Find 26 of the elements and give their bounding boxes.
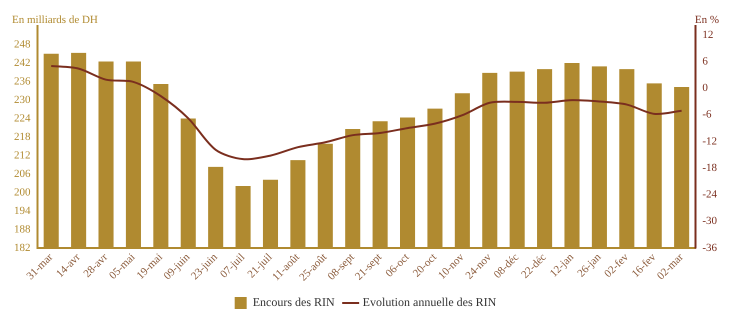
- y2-tick-label: -36: [702, 242, 718, 254]
- y-tick-label: 230: [14, 94, 31, 106]
- y-tick-label: 188: [14, 223, 31, 236]
- y-tick-label: 218: [14, 130, 31, 143]
- y-tick-label: 224: [14, 112, 31, 124]
- y-tick-label: 200: [14, 186, 31, 198]
- y2-tick-label: -6: [702, 108, 712, 121]
- y2-tick-label: 12: [702, 28, 714, 41]
- y2-tick-label: -18: [702, 162, 718, 174]
- y2-tick-label: -24: [702, 188, 718, 201]
- y-axis-title: En milliards de DH: [12, 14, 98, 26]
- y2-tick-label: 0: [702, 82, 708, 94]
- y-tick-label: 242: [14, 56, 30, 69]
- y2-tick-label: 6: [702, 55, 708, 68]
- y-tick-label: 248: [14, 38, 31, 50]
- y-tick-label: 236: [14, 75, 31, 88]
- y-tick-label: 182: [14, 242, 30, 254]
- y2-tick-label: -12: [702, 135, 718, 148]
- y-tick-label: 212: [14, 149, 30, 162]
- legend-label: Encours des RIN: [252, 295, 336, 310]
- y2-axis-title: En %: [694, 14, 719, 26]
- y-tick-label: 206: [14, 168, 31, 180]
- legend-label: Evolution annuelle des RIN: [362, 295, 497, 310]
- y-tick-label: 194: [14, 204, 31, 217]
- line-series: [50, 64, 683, 160]
- y2-tick-label: -30: [702, 215, 718, 228]
